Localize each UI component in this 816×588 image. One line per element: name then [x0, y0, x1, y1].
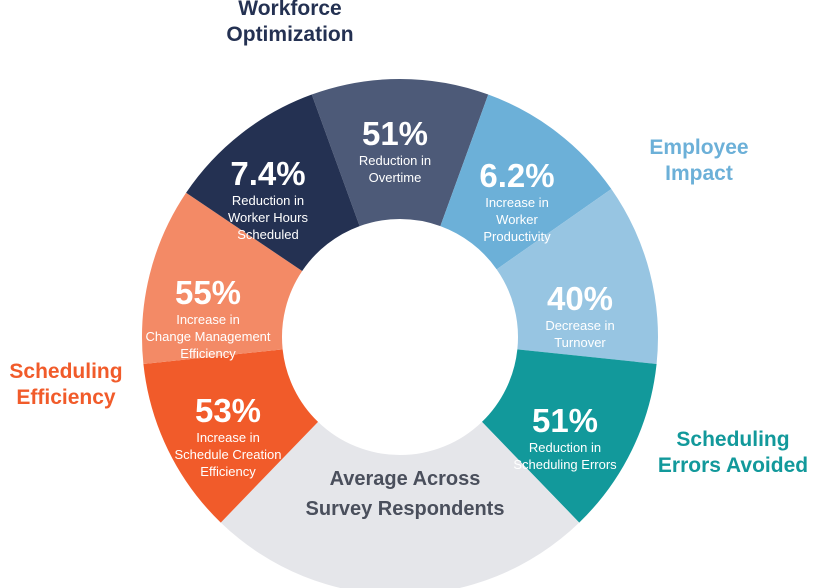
segment-desc-line-increase-change-management-0: Increase in: [176, 312, 240, 327]
segment-reduction-overtime: [311, 79, 489, 227]
segment-desc-line-reduction-scheduling-errors-1: Scheduling Errors: [513, 457, 617, 472]
segment-desc-line-increase-productivity-1: Worker: [496, 212, 538, 227]
category-label-workforce-optimization: Workforce Optimization: [226, 0, 354, 46]
segment-desc-line-increase-change-management-1: Change Management: [145, 329, 270, 344]
segment-value-reduction-overtime: 51%: [362, 115, 428, 152]
segment-value-reduction-worker-hours: 7.4%: [230, 155, 305, 192]
segment-value-increase-change-management: 55%: [175, 274, 241, 311]
category-label-scheduling-errors-avoided: Scheduling Errors Avoided: [657, 428, 809, 477]
segment-value-decrease-turnover: 40%: [547, 280, 613, 317]
segment-value-increase-schedule-creation: 53%: [195, 392, 261, 429]
center-caption-line-average-respondents-0: Average Across: [330, 468, 481, 490]
segment-desc-line-increase-schedule-creation-1: Schedule Creation: [175, 447, 282, 462]
segment-reduction-worker-hours: [186, 94, 360, 272]
segment-desc-line-reduction-overtime-1: Overtime: [369, 170, 422, 185]
segment-desc-line-reduction-scheduling-errors-0: Reduction in: [529, 440, 601, 455]
segment-desc-line-increase-schedule-creation-0: Increase in: [196, 430, 260, 445]
segment-average-respondents: [220, 421, 580, 588]
center-caption-line-average-respondents-1: Survey Respondents: [306, 498, 505, 520]
segment-desc-line-reduction-worker-hours-0: Reduction in: [232, 193, 304, 208]
segment-decrease-turnover: [496, 189, 659, 364]
segment-increase-productivity: [440, 94, 612, 270]
segment-desc-line-decrease-turnover-1: Turnover: [554, 335, 606, 350]
segment-desc-line-reduction-overtime-0: Reduction in: [359, 153, 431, 168]
category-label-scheduling-efficiency: Scheduling Efficiency: [9, 360, 123, 409]
segment-desc-line-reduction-worker-hours-1: Worker Hours: [228, 210, 308, 225]
segment-reduction-scheduling-errors: [481, 349, 657, 523]
segment-value-reduction-scheduling-errors: 51%: [532, 402, 598, 439]
category-label-employee-impact: Employee Impact: [649, 136, 749, 185]
segment-desc-line-increase-change-management-2: Efficiency: [180, 346, 236, 361]
segment-increase-schedule-creation: [143, 349, 319, 523]
segment-desc-line-increase-productivity-0: Increase in: [485, 195, 549, 210]
segment-increase-change-management: [142, 192, 303, 364]
segment-desc-line-reduction-worker-hours-2: Scheduled: [237, 227, 298, 242]
segment-desc-line-increase-schedule-creation-2: Efficiency: [200, 464, 256, 479]
segment-value-increase-productivity: 6.2%: [479, 157, 554, 194]
segment-desc-line-increase-productivity-2: Productivity: [483, 229, 551, 244]
segment-desc-line-decrease-turnover-0: Decrease in: [545, 318, 614, 333]
